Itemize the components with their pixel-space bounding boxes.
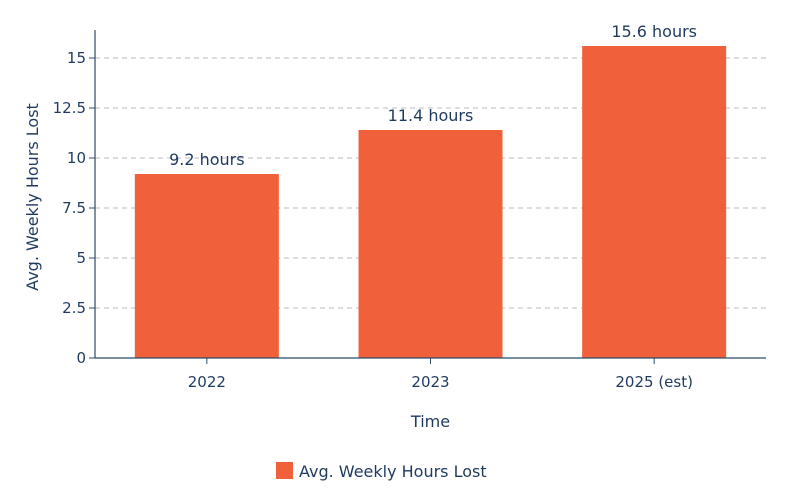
x-tick-label: 2022 bbox=[188, 373, 226, 391]
y-tick-label: 7.5 bbox=[62, 199, 86, 217]
y-tick-label: 15 bbox=[67, 49, 86, 67]
bar bbox=[582, 46, 727, 358]
legend: Avg. Weekly Hours Lost bbox=[276, 462, 487, 481]
y-axis-title: Avg. Weekly Hours Lost bbox=[23, 103, 42, 291]
legend-swatch bbox=[276, 462, 293, 479]
x-tick-label: 2025 (est) bbox=[615, 373, 693, 391]
y-tick-label: 12.5 bbox=[53, 99, 86, 117]
data-labels: 9.2 hours 11.4 hours 15.6 hours bbox=[169, 22, 697, 169]
bars bbox=[134, 46, 727, 358]
y-tick-label: 2.5 bbox=[62, 299, 86, 317]
bar bbox=[134, 174, 279, 358]
x-tick-labels: 2022 2023 2025 (est) bbox=[188, 358, 693, 391]
y-tick-label: 0 bbox=[76, 349, 86, 367]
legend-label: Avg. Weekly Hours Lost bbox=[299, 462, 487, 481]
y-tick-label: 10 bbox=[67, 149, 86, 167]
bar-data-label: 11.4 hours bbox=[388, 106, 474, 125]
bar bbox=[358, 130, 503, 358]
x-tick-label: 2023 bbox=[411, 373, 449, 391]
x-axis-title: Time bbox=[410, 412, 450, 431]
bar-data-label: 15.6 hours bbox=[611, 22, 697, 41]
y-tick-label: 5 bbox=[76, 249, 86, 267]
bar-data-label: 9.2 hours bbox=[169, 150, 245, 169]
y-tick-labels: 0 2.5 5 7.5 10 12.5 15 bbox=[53, 49, 86, 367]
